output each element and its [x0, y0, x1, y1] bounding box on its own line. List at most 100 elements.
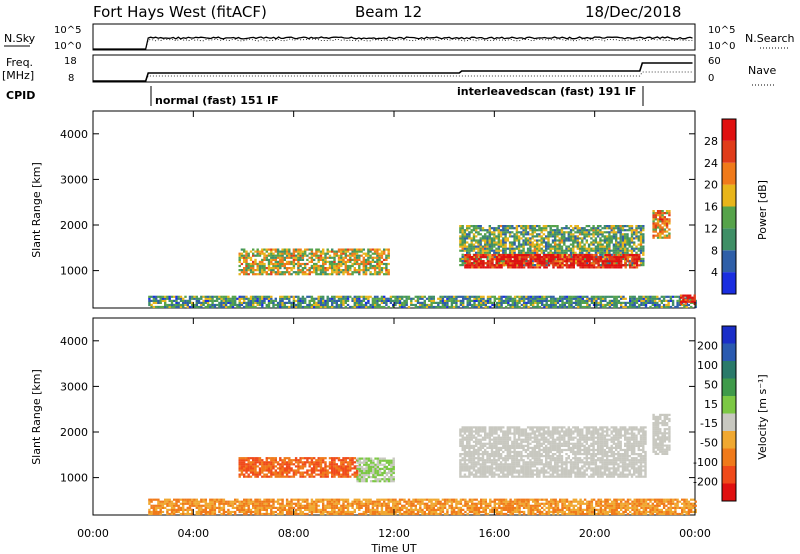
data-cell [549, 229, 552, 232]
data-cell [497, 231, 500, 234]
data-cell [576, 245, 579, 248]
data-cell [274, 303, 277, 307]
data-cell [337, 299, 341, 302]
data-cell [358, 459, 361, 462]
data-cell [588, 305, 591, 309]
data-cell [475, 465, 478, 468]
data-cell [392, 463, 395, 466]
data-cell [457, 305, 460, 309]
data-cell [570, 258, 573, 261]
data-cell [340, 475, 343, 478]
data-cell [256, 254, 259, 257]
data-cell [471, 303, 474, 307]
data-cell [665, 230, 669, 233]
data-cell [249, 256, 253, 259]
data-cell [249, 264, 253, 268]
data-cell [549, 231, 552, 234]
data-cell [349, 461, 352, 464]
data-cell [466, 266, 469, 269]
data-cell [331, 459, 334, 462]
data-cell [380, 256, 384, 259]
data-cell [488, 432, 491, 435]
data-cell [254, 457, 257, 460]
data-cell [560, 231, 564, 234]
data-cell [459, 453, 462, 456]
data-cell [466, 453, 469, 456]
data-cell [613, 260, 616, 263]
data-cell [574, 259, 577, 263]
data-cell [556, 249, 559, 252]
data-cell [360, 305, 363, 309]
data-cell [367, 301, 370, 304]
data-cell [543, 303, 546, 307]
data-cell [472, 245, 476, 248]
data-cell [502, 475, 505, 478]
data-cell [621, 233, 625, 236]
data-cell [446, 305, 449, 309]
data-cell [322, 457, 325, 460]
data-cell [405, 301, 408, 304]
data-cell [360, 301, 363, 304]
data-cell [624, 259, 627, 263]
data-cell [536, 444, 539, 447]
data-cell [333, 471, 336, 474]
data-cell [561, 258, 564, 261]
data-cell [245, 262, 248, 266]
data-cell [554, 303, 557, 307]
data-cell [613, 301, 616, 304]
data-cell [601, 227, 604, 230]
data-cell [541, 297, 544, 300]
data-cell [468, 459, 471, 462]
data-cell [684, 298, 687, 301]
data-cell [637, 243, 640, 246]
data-cell [340, 299, 343, 302]
data-cell [517, 251, 521, 254]
data-cell [439, 305, 442, 309]
nave-label: Nave [748, 64, 776, 77]
data-cell [581, 295, 584, 298]
data-cell [524, 231, 528, 234]
data-cell [463, 243, 467, 246]
data-cell [441, 297, 445, 300]
data-cell [515, 426, 519, 429]
data-cell [529, 469, 532, 472]
data-cell [554, 229, 557, 232]
data-cell [531, 430, 534, 433]
data-cell [240, 248, 244, 251]
data-cell [533, 455, 537, 458]
data-cell [373, 299, 377, 302]
data-cell [531, 453, 534, 456]
data-cell [281, 461, 284, 464]
data-cell [477, 299, 481, 302]
noise-panel: N.Sky 10^5 10^0 10^5 10^0 N.Search [4, 23, 795, 52]
data-cell [434, 305, 438, 309]
data-cell [468, 434, 471, 437]
data-cell [394, 299, 397, 302]
data-cell [468, 243, 471, 246]
data-cell [531, 455, 534, 458]
data-cell [493, 258, 496, 261]
data-cell [475, 475, 478, 478]
data-cell [551, 245, 555, 248]
data-cell [554, 237, 557, 240]
data-cell [288, 305, 291, 309]
data-cell [392, 295, 395, 298]
data-cell [342, 271, 345, 274]
data-cell [374, 480, 377, 483]
data-cell [288, 465, 291, 468]
data-cell [331, 465, 334, 468]
data-cell [601, 251, 604, 254]
data-cell [590, 229, 593, 232]
data-cell [319, 256, 323, 259]
data-cell [508, 446, 512, 449]
data-cell [333, 267, 336, 270]
data-cell [245, 264, 248, 268]
data-cell [263, 258, 266, 261]
data-cell [572, 241, 575, 244]
data-cell [247, 465, 250, 468]
data-cell [574, 301, 578, 304]
data-cell [272, 463, 275, 466]
data-cell [197, 297, 201, 300]
data-cell [150, 295, 153, 298]
data-cell [661, 210, 664, 213]
